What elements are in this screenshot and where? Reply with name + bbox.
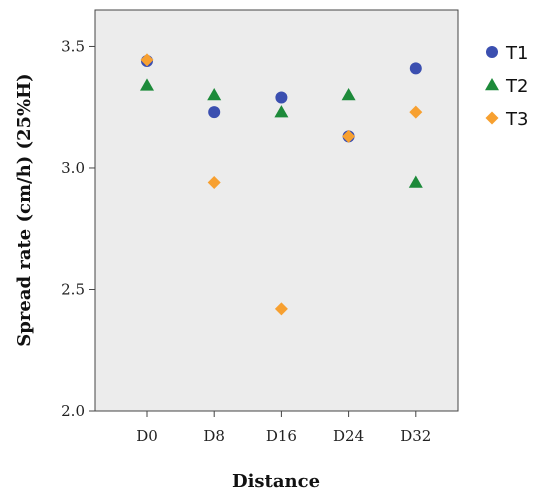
series-t2: [140, 78, 423, 188]
legend-marker-t3: [485, 111, 499, 125]
plot-area: [94, 9, 459, 412]
x-axis-title: Distance: [232, 471, 320, 492]
y-tick-label: 3.5: [61, 37, 85, 55]
point-t1-d32: [409, 62, 422, 75]
x-tick-label: D24: [333, 427, 364, 445]
point-t3-d8: [207, 176, 221, 190]
y-tick-label: 2.0: [61, 402, 85, 420]
point-t3-d24: [342, 129, 356, 143]
legend-marker-t1: [486, 46, 498, 58]
point-t2-d24: [341, 88, 356, 101]
legend-label-t1: T1: [505, 43, 528, 64]
y-axis-title: Spread rate (cm/h) (25%H): [14, 73, 35, 346]
y-tick-label: 2.5: [61, 280, 85, 298]
point-t2-d0: [140, 78, 154, 91]
y-tick-label: 3.0: [61, 159, 85, 177]
y-axis: 2.0 2.5 3.0 3.5: [61, 37, 95, 420]
legend: T1 T2 T3: [485, 43, 528, 130]
legend-marker-t2: [485, 78, 499, 91]
x-tick-label: D0: [136, 427, 158, 445]
point-t1-d16: [275, 91, 288, 104]
point-t2-d16: [274, 105, 289, 118]
point-t3-d32: [409, 105, 423, 119]
point-t1-d8: [208, 106, 221, 119]
point-t2-d8: [207, 88, 222, 101]
legend-label-t2: T2: [505, 76, 528, 97]
point-t3-d16: [274, 302, 288, 316]
series-t3: [140, 53, 423, 316]
x-tick-label: D16: [266, 427, 297, 445]
point-t3-d0: [140, 53, 154, 67]
x-tick-label: D32: [400, 427, 431, 445]
legend-label-t3: T3: [505, 109, 528, 130]
x-axis: D0 D8 D16 D24 D32: [136, 411, 431, 445]
data-points: [140, 53, 423, 316]
x-tick-label: D8: [203, 427, 225, 445]
point-t2-d32: [408, 175, 423, 188]
